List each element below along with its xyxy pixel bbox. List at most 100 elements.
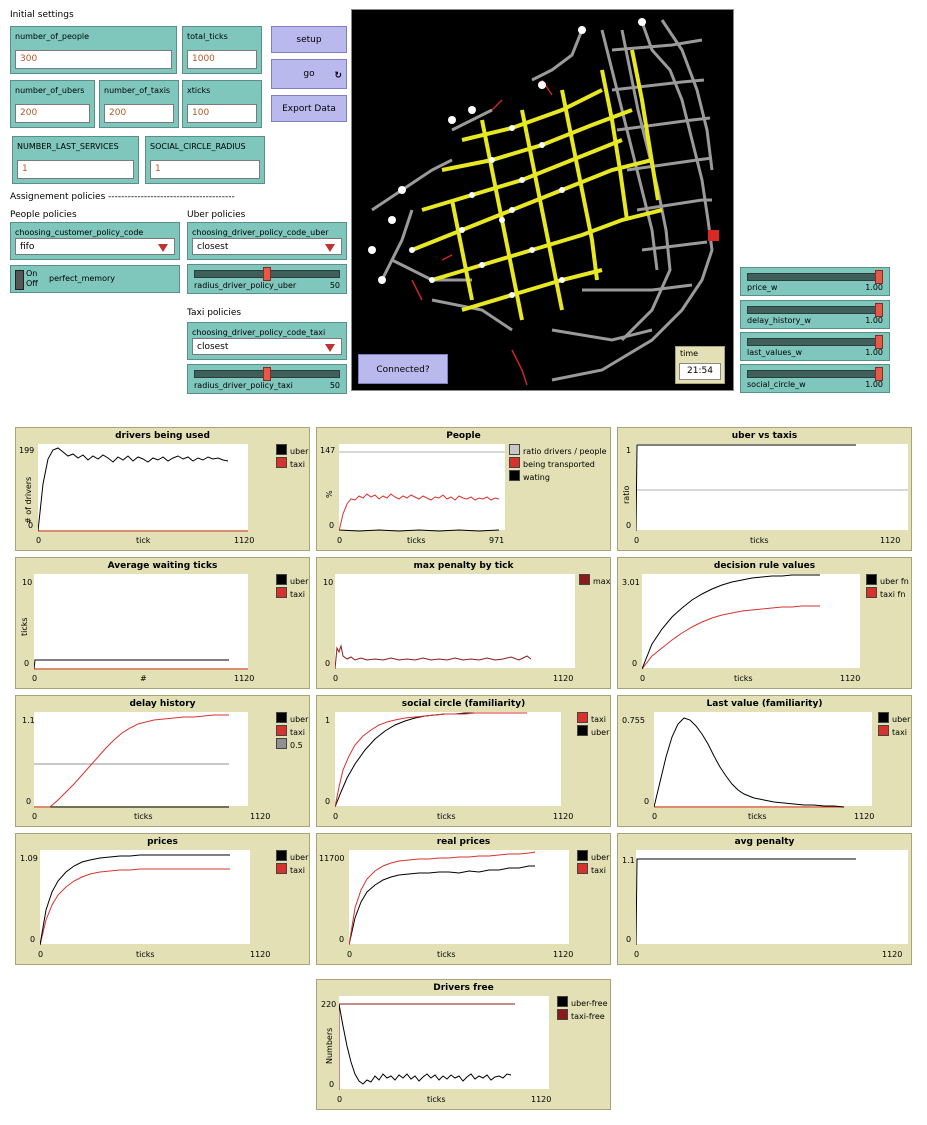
plot-lines bbox=[338, 1003, 515, 1090]
x-label: ticks bbox=[437, 812, 456, 821]
swatch bbox=[866, 587, 877, 598]
y-label: # of drivers bbox=[24, 476, 33, 524]
price-w-slider[interactable]: price_w 1.00 bbox=[740, 267, 890, 296]
x-max: 971 bbox=[489, 536, 505, 545]
slider-value: 1.00 bbox=[865, 283, 883, 292]
delay-history-w-slider[interactable]: delay_history_w 1.00 bbox=[740, 300, 890, 329]
x-label: ticks bbox=[437, 950, 456, 959]
x-min: 0 bbox=[640, 674, 646, 683]
last-values-w-slider[interactable]: last_values_w 1.00 bbox=[740, 332, 890, 361]
swatch bbox=[276, 738, 287, 749]
slider-knob[interactable] bbox=[875, 335, 883, 349]
input-value[interactable]: 1000 bbox=[187, 50, 257, 69]
x-max: 1120 bbox=[234, 674, 255, 683]
legend-item: taxi-free bbox=[557, 1009, 608, 1022]
chooser-value[interactable]: closest bbox=[192, 238, 342, 255]
slider-knob[interactable] bbox=[875, 367, 883, 381]
customer-policy-chooser[interactable]: choosing_customer_policy_code fifo bbox=[10, 222, 180, 260]
legend-label: uber bbox=[290, 447, 309, 456]
plot-area bbox=[641, 574, 860, 670]
monitor-value: 21:54 bbox=[679, 363, 721, 380]
legend-label: taxi bbox=[591, 715, 606, 724]
uber-line bbox=[33, 659, 229, 670]
number-of-ubers-input[interactable]: number_of_ubers 200 bbox=[10, 80, 95, 128]
legend-label: uber bbox=[290, 715, 309, 724]
chooser-value-text: closest bbox=[197, 342, 229, 352]
number-of-people-input[interactable]: number_of_people 300 bbox=[10, 26, 177, 74]
chooser-name: choosing_driver_policy_code_uber bbox=[192, 228, 329, 237]
x-max: 1120 bbox=[880, 536, 901, 545]
slider-track[interactable] bbox=[747, 338, 883, 346]
x-label: ticks bbox=[134, 812, 153, 821]
transported-line bbox=[338, 493, 500, 532]
input-value[interactable]: 1 bbox=[17, 160, 134, 179]
connected-button[interactable]: Connected? bbox=[358, 354, 448, 384]
chooser-value-text: fifo bbox=[20, 242, 35, 252]
x-max: 1120 bbox=[854, 812, 875, 821]
y-min: 0 bbox=[329, 521, 335, 530]
number-of-taxis-input[interactable]: number_of_taxis 200 bbox=[99, 80, 179, 128]
chooser-value[interactable]: fifo bbox=[15, 238, 175, 255]
legend-label: ratio drivers / people bbox=[523, 447, 607, 456]
plot-real-prices: real prices 11700 0 0 ticks 1120 uber ta… bbox=[316, 833, 611, 965]
number-last-services-input[interactable]: NUMBER_LAST_SERVICES 1 bbox=[12, 136, 139, 184]
plot-title: Drivers free bbox=[433, 983, 494, 993]
radius-uber-slider[interactable]: radius_driver_policy_uber 50 bbox=[187, 264, 347, 294]
chooser-name: choosing_driver_policy_code_taxi bbox=[192, 328, 326, 337]
plot-area bbox=[34, 712, 248, 808]
legend-item: taxi bbox=[577, 712, 609, 725]
chevron-down-icon bbox=[158, 244, 168, 252]
taxi-policies-label: Taxi policies bbox=[187, 308, 242, 318]
radius-taxi-slider[interactable]: radius_driver_policy_taxi 50 bbox=[187, 364, 347, 394]
slider-track[interactable] bbox=[747, 370, 883, 378]
slider-track[interactable] bbox=[747, 306, 883, 314]
slider-track[interactable] bbox=[747, 273, 883, 281]
legend: uber taxi bbox=[276, 444, 308, 470]
xticks-input[interactable]: xticks 100 bbox=[182, 80, 262, 128]
slider-value: 50 bbox=[329, 381, 340, 390]
chooser-value[interactable]: closest bbox=[192, 338, 342, 355]
perfect-memory-switch[interactable]: On Off perfect_memory bbox=[10, 265, 180, 293]
legend-label: taxi bbox=[892, 728, 907, 737]
uber-policy-chooser[interactable]: choosing_driver_policy_code_uber closest bbox=[187, 222, 347, 260]
input-value[interactable]: 200 bbox=[104, 104, 174, 123]
legend-label: uber bbox=[290, 853, 309, 862]
chooser-value-text: closest bbox=[197, 242, 229, 252]
legend: uber taxi bbox=[577, 850, 609, 876]
social-circle-w-slider[interactable]: social_circle_w 1.00 bbox=[740, 364, 890, 393]
x-min: 0 bbox=[634, 536, 640, 545]
x-min: 0 bbox=[333, 812, 339, 821]
uber-policies-label: Uber policies bbox=[187, 210, 246, 220]
taxi-policy-chooser[interactable]: choosing_driver_policy_code_taxi closest bbox=[187, 322, 347, 360]
setup-button[interactable]: setup bbox=[271, 26, 347, 53]
swatch bbox=[577, 850, 588, 861]
legend-label: uber-free bbox=[571, 999, 608, 1008]
legend-label: uber bbox=[290, 577, 309, 586]
input-value[interactable]: 200 bbox=[15, 104, 90, 123]
export-data-button[interactable]: Export Data bbox=[271, 95, 347, 122]
input-value[interactable]: 100 bbox=[187, 104, 257, 123]
switch-toggle-icon[interactable] bbox=[15, 270, 24, 290]
legend-item: uber bbox=[276, 850, 308, 863]
slider-knob[interactable] bbox=[875, 303, 883, 317]
x-min: 0 bbox=[32, 674, 38, 683]
x-min: 0 bbox=[333, 674, 339, 683]
x-label: ticks bbox=[427, 1095, 446, 1104]
slider-knob[interactable] bbox=[263, 367, 271, 381]
go-button[interactable]: go ↻ bbox=[271, 59, 347, 89]
legend-label: taxi fn bbox=[880, 590, 906, 599]
legend-item: uber-free bbox=[557, 996, 608, 1009]
plot-avg-penalty: avg penalty 1.1 0 0 1120 bbox=[617, 833, 912, 965]
slider-knob[interactable] bbox=[263, 267, 271, 281]
social-circle-radius-input[interactable]: SOCIAL_CIRCLE_RADIUS 1 bbox=[145, 136, 265, 184]
plot-area bbox=[635, 850, 908, 946]
total-ticks-input[interactable]: total_ticks 1000 bbox=[182, 26, 262, 74]
input-value[interactable]: 1 bbox=[150, 160, 260, 179]
y-min: 0 bbox=[28, 521, 34, 530]
world-view[interactable]: Connected? time 21:54 bbox=[351, 9, 734, 391]
input-name: NUMBER_LAST_SERVICES bbox=[17, 142, 119, 151]
y-label: % bbox=[325, 490, 334, 498]
legend-label: 0.5 bbox=[290, 741, 303, 750]
slider-knob[interactable] bbox=[875, 270, 883, 284]
input-value[interactable]: 300 bbox=[15, 50, 172, 69]
